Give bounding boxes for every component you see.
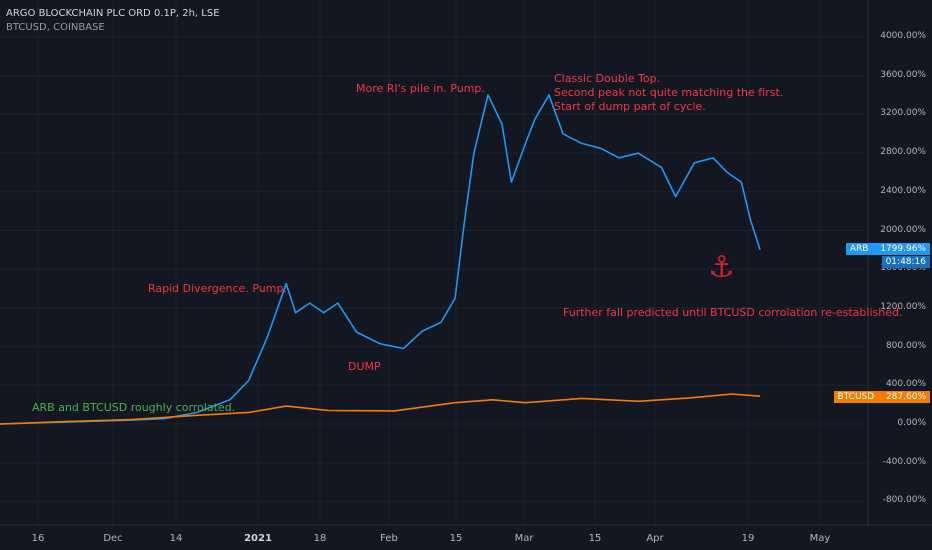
annotation-double-top: Classic Double Top. Second peak not quit… [554, 72, 783, 114]
arb-badge-name: ARB [849, 244, 869, 254]
x-tick-label: Mar [514, 533, 534, 544]
y-tick-label: 0.00% [897, 418, 926, 428]
x-tick-label: Apr [646, 533, 664, 544]
annotation-double-top-line1: Classic Double Top. [554, 72, 661, 85]
y-tick-label: 2400.00% [880, 185, 926, 196]
y-tick-label: 2000.00% [880, 224, 926, 235]
btc-badge-name: BTCUSD [837, 392, 875, 402]
series-lines [0, 94, 761, 425]
series-line-arb [0, 94, 761, 425]
y-tick-label: 2800.00% [880, 147, 926, 158]
y-tick-label: 3200.00% [880, 108, 926, 119]
y-tick-label: -400.00% [882, 456, 926, 467]
y-tick-label: 400.00% [885, 379, 926, 390]
annotation-double-top-line2: Second peak not quite matching the first… [554, 86, 784, 99]
x-tick-label: 15 [588, 533, 602, 544]
grid-lines [0, 0, 868, 525]
y-tick-label: 3600.00% [880, 69, 926, 80]
x-tick-label: 2021 [244, 533, 272, 544]
annotation-double-top-line3: Start of dump part of cycle. [554, 100, 706, 113]
x-tick-label: 16 [31, 533, 45, 544]
x-tick-label: 19 [741, 533, 755, 544]
arb-price-badge: ARB 1799.96% [845, 243, 930, 255]
btc-badge-value: 287.60% [885, 392, 926, 402]
x-tick-label: 18 [313, 533, 327, 544]
series-line-btcusd [0, 393, 761, 425]
annotation-ri-pump: More RI's pile in. Pump. [356, 82, 485, 95]
x-tick-label: May [809, 533, 831, 544]
chart-title: ARGO BLOCKCHAIN PLC ORD 0.1P, 2h, LSE [6, 8, 220, 19]
anchor-icon: ⚓ [708, 250, 735, 285]
x-tick-label: 15 [449, 533, 463, 544]
y-tick-label: 800.00% [885, 340, 926, 351]
annotation-dump: DUMP [348, 360, 381, 373]
x-tick-label: Dec [103, 533, 123, 544]
x-tick-label: 14 [169, 533, 183, 544]
y-tick-label: -800.00% [882, 495, 926, 506]
y-tick-label: 1200.00% [880, 301, 926, 312]
annotation-divergence: Rapid Divergence. Pump. [148, 282, 287, 295]
y-tick-label: 4000.00% [880, 31, 926, 41]
btc-price-badge: BTCUSD 287.60% [833, 391, 930, 403]
annotation-further-fall: Further fall predicted until BTCUSD corr… [563, 306, 903, 319]
chart-subtitle: BTCUSD, COINBASE [6, 22, 105, 33]
arb-countdown: 01:48:16 [885, 257, 926, 267]
arb-badge-value: 1799.96% [880, 244, 926, 254]
arb-countdown-badge: 01:48:16 [881, 256, 930, 268]
x-tick-label: Feb [380, 533, 398, 544]
y-tick-label: 1600.00% [880, 263, 926, 274]
annotation-correlated: ARB and BTCUSD roughly corrolated. [32, 401, 236, 414]
